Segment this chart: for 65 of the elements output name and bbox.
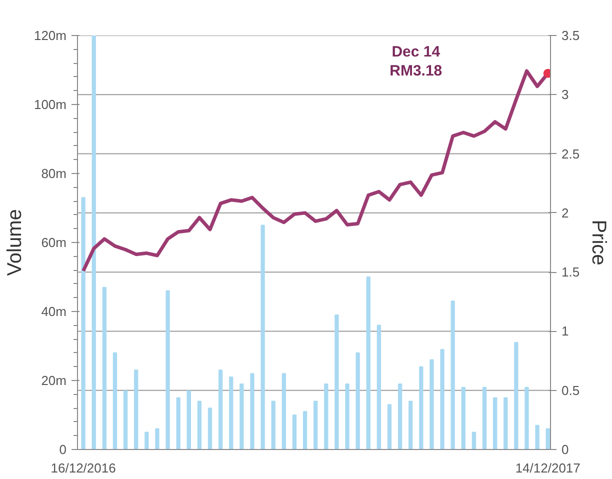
y-axis-title: Volume — [4, 209, 26, 276]
y-tick-label: 100m — [34, 97, 67, 112]
bar — [134, 370, 138, 450]
y2-tick-label: 3 — [562, 87, 569, 102]
bar — [440, 348, 444, 450]
bar — [112, 352, 118, 450]
bar — [102, 286, 107, 450]
bar — [123, 390, 128, 450]
y-tick-label: 80m — [41, 166, 67, 181]
bar — [260, 224, 265, 450]
y-tick-label: 0 — [59, 442, 67, 457]
y2-tick-label: 1 — [562, 324, 569, 339]
x-tick-label: 14/12/2017 — [515, 460, 580, 476]
bar — [387, 404, 392, 450]
bar — [366, 276, 370, 450]
bar — [282, 373, 286, 450]
bar — [356, 352, 360, 450]
annotation: Dec 14 RM3.18 — [390, 44, 442, 80]
bar — [472, 432, 476, 450]
bar — [292, 414, 297, 450]
y2-tick-label: 2.5 — [562, 146, 580, 162]
y2-tick-label: 3.5 — [562, 28, 580, 43]
y-tick-label: 120m — [34, 28, 67, 43]
bar — [408, 400, 413, 450]
y-tick-label: 40m — [41, 304, 67, 319]
bar — [535, 424, 540, 450]
bar — [461, 386, 466, 450]
bar — [514, 342, 518, 450]
bar — [492, 397, 498, 450]
bar — [197, 400, 202, 450]
y-tick-label: 20m — [41, 373, 67, 388]
bar — [92, 36, 96, 450]
y-tick-label: 60m — [41, 235, 67, 250]
bar — [524, 386, 529, 450]
bar — [208, 408, 212, 450]
x-tick-label: 16/12/2016 — [50, 460, 116, 476]
bar — [314, 400, 318, 450]
bar — [398, 383, 402, 450]
bar — [176, 397, 180, 450]
bar — [166, 290, 170, 450]
bar — [546, 428, 550, 450]
bar — [324, 383, 328, 450]
y2-tick-label: 0.5 — [562, 382, 580, 398]
bar — [271, 400, 276, 450]
bar — [504, 397, 508, 450]
y2-axis-title: Price — [588, 220, 610, 266]
y2-tick-label: 0 — [562, 442, 569, 457]
bar — [482, 386, 487, 450]
y2-tick-label: 1.5 — [562, 264, 580, 280]
bar — [376, 324, 382, 450]
y2-tick-label: 2 — [562, 205, 569, 220]
bar — [81, 197, 86, 450]
bar — [250, 373, 254, 450]
bar — [450, 300, 455, 450]
bar — [218, 370, 223, 450]
bar — [419, 366, 424, 450]
bar — [186, 390, 191, 450]
bar — [240, 383, 244, 450]
bar — [155, 428, 160, 450]
bar — [345, 383, 350, 450]
bar — [302, 411, 308, 450]
bar — [229, 376, 234, 450]
bar — [334, 314, 339, 450]
bar — [430, 359, 434, 450]
bar — [144, 432, 149, 450]
